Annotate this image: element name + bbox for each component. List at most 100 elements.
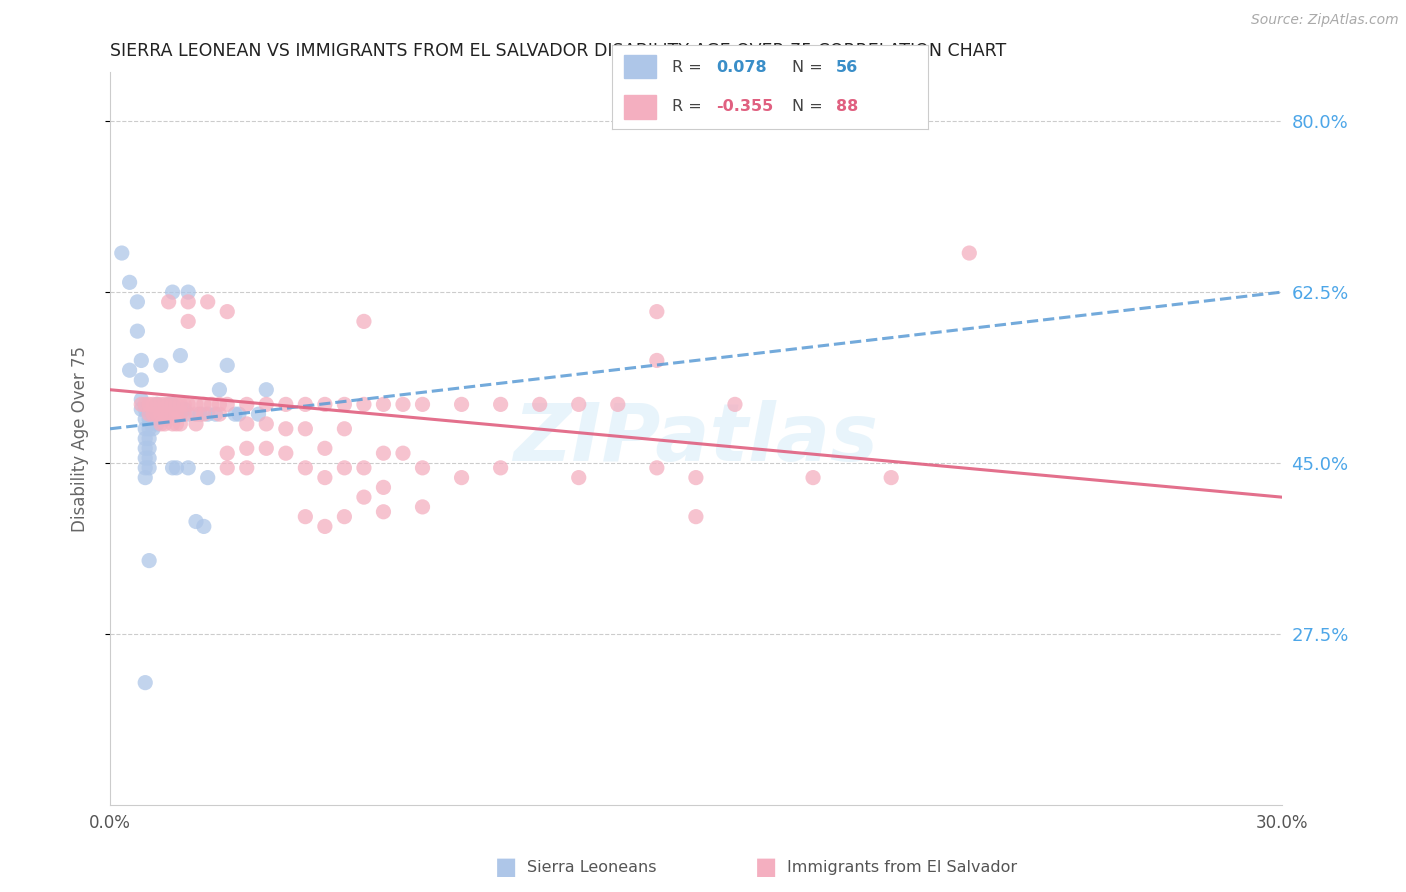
Point <box>131 397 153 411</box>
Point <box>173 402 195 417</box>
Point <box>193 407 215 421</box>
Point <box>131 392 153 407</box>
Point <box>193 397 215 411</box>
Text: ■: ■ <box>495 855 517 879</box>
Point <box>294 422 316 436</box>
Point <box>153 417 176 431</box>
Point <box>134 397 156 411</box>
Point <box>217 446 239 460</box>
Point <box>392 397 415 411</box>
Text: 88: 88 <box>837 99 859 114</box>
Text: N =: N = <box>792 60 823 75</box>
Point <box>162 460 184 475</box>
Point <box>169 397 191 411</box>
Point <box>142 412 165 426</box>
Point <box>412 397 434 411</box>
Point <box>157 294 180 309</box>
Point <box>204 407 226 421</box>
Bar <box>624 95 655 120</box>
Point <box>645 353 668 368</box>
Point <box>131 402 153 417</box>
Point <box>146 407 169 421</box>
Point <box>685 470 707 484</box>
Point <box>568 470 591 484</box>
Point <box>333 460 356 475</box>
Point <box>134 675 156 690</box>
Point <box>177 285 200 299</box>
Point <box>217 460 239 475</box>
Point <box>134 412 156 426</box>
Point <box>274 422 297 436</box>
Point <box>166 460 188 475</box>
Point <box>645 304 668 318</box>
Point <box>142 407 165 421</box>
Text: N =: N = <box>792 99 823 114</box>
Point <box>450 397 472 411</box>
Point <box>177 294 200 309</box>
Point <box>224 407 246 421</box>
Point <box>568 397 591 411</box>
Point <box>153 407 176 421</box>
Point <box>138 460 160 475</box>
Point <box>127 324 149 338</box>
Point <box>193 519 215 533</box>
Point <box>489 397 512 411</box>
Point <box>236 442 259 456</box>
Point <box>645 460 668 475</box>
Point <box>142 397 165 411</box>
Point <box>529 397 551 411</box>
Text: Sierra Leoneans: Sierra Leoneans <box>527 860 657 874</box>
Point <box>169 349 191 363</box>
Point <box>134 402 156 417</box>
Point <box>142 402 165 417</box>
Point <box>197 470 219 484</box>
Point <box>197 294 219 309</box>
Point <box>134 442 156 456</box>
Point <box>373 480 395 494</box>
Text: SIERRA LEONEAN VS IMMIGRANTS FROM EL SALVADOR DISABILITY AGE OVER 75 CORRELATION: SIERRA LEONEAN VS IMMIGRANTS FROM EL SAL… <box>110 42 1007 60</box>
Point <box>685 509 707 524</box>
Point <box>353 314 375 328</box>
Point <box>138 402 160 417</box>
Point <box>373 446 395 460</box>
Point <box>153 397 176 411</box>
Point <box>138 412 160 426</box>
Point <box>184 417 207 431</box>
Point <box>188 407 211 421</box>
Point <box>208 407 231 421</box>
Point <box>184 397 207 411</box>
Point <box>138 432 160 446</box>
Point <box>162 417 184 431</box>
Point <box>254 417 277 431</box>
Text: Immigrants from El Salvador: Immigrants from El Salvador <box>787 860 1018 874</box>
Point <box>131 353 153 368</box>
Point <box>314 397 336 411</box>
Point <box>353 397 375 411</box>
Point <box>157 407 180 421</box>
Point <box>294 397 316 411</box>
Point <box>392 446 415 460</box>
Point <box>157 397 180 411</box>
Point <box>138 553 160 567</box>
Text: Source: ZipAtlas.com: Source: ZipAtlas.com <box>1251 13 1399 28</box>
Point <box>254 383 277 397</box>
Point <box>153 412 176 426</box>
Point <box>177 397 200 411</box>
Point <box>169 407 191 421</box>
Text: R =: R = <box>672 60 702 75</box>
Point <box>314 470 336 484</box>
Point <box>157 397 180 411</box>
Text: -0.355: -0.355 <box>716 99 773 114</box>
Point <box>208 397 231 411</box>
Point <box>134 422 156 436</box>
Point <box>118 363 141 377</box>
Point <box>254 442 277 456</box>
Point <box>314 519 336 533</box>
Point <box>236 397 259 411</box>
Point <box>177 407 200 421</box>
Point <box>146 407 169 421</box>
Point <box>134 432 156 446</box>
Point <box>146 397 169 411</box>
Point <box>177 460 200 475</box>
Point <box>957 246 980 260</box>
